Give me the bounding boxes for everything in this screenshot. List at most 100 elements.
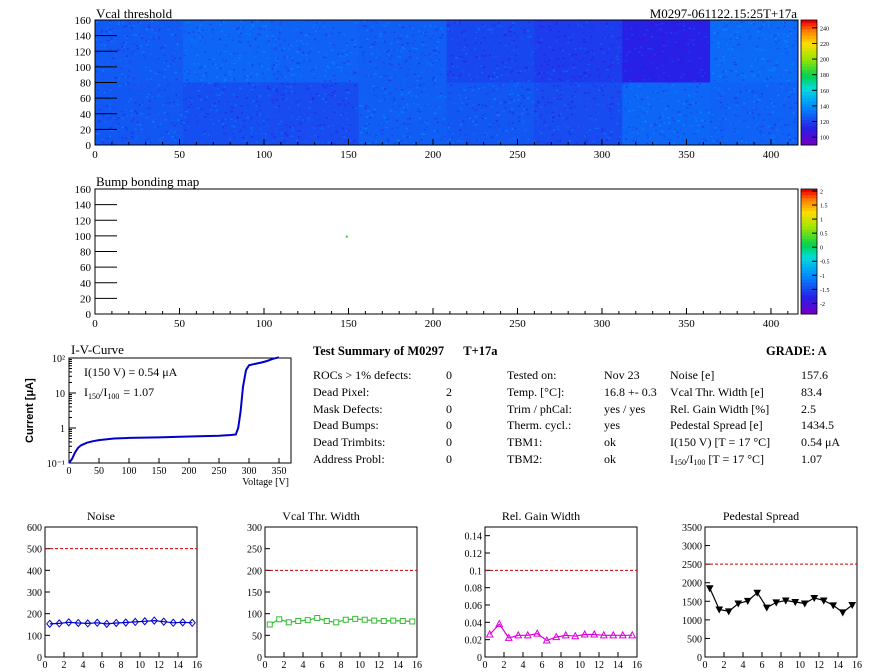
pixel-speckle: [576, 90, 579, 93]
pixel-speckle: [648, 137, 651, 139]
pixel-speckle: [317, 48, 320, 50]
pixel-speckle: [722, 105, 725, 107]
pixel-speckle: [503, 51, 506, 54]
pixel-speckle: [740, 73, 743, 76]
colorbar-segment: [801, 279, 817, 284]
pixel-speckle: [679, 135, 682, 138]
pixel-speckle: [731, 48, 734, 50]
pixel-speckle: [227, 33, 230, 36]
pixel-speckle: [448, 68, 451, 71]
pixel-speckle: [404, 83, 407, 86]
pixel-speckle: [242, 125, 245, 128]
pixel-speckle: [740, 123, 743, 125]
pixel-speckle: [558, 78, 561, 81]
pixel-speckle: [593, 67, 596, 70]
pixel-speckle: [212, 63, 215, 65]
pixel-speckle: [490, 99, 493, 101]
pixel-speckle: [588, 74, 591, 76]
pixel-speckle: [788, 49, 791, 51]
pixel-speckle: [735, 63, 738, 66]
pixel-speckle: [266, 131, 269, 134]
roc-chart-title: Pedestal Spread: [723, 509, 799, 523]
pixel-speckle: [592, 97, 595, 99]
pixel-speckle: [448, 24, 451, 27]
pixel-speckle: [272, 136, 275, 138]
pixel-speckle: [737, 90, 740, 93]
module-id: M0297-061122.15:25T+17a: [650, 6, 798, 21]
pixel-speckle: [131, 135, 134, 138]
pixel-speckle: [697, 124, 700, 127]
pixel-speckle: [731, 122, 734, 125]
pixel-speckle: [217, 52, 220, 55]
pixel-speckle: [300, 32, 303, 34]
pixel-speckle: [781, 22, 784, 25]
pixel-speckle: [436, 62, 439, 65]
pixel-speckle: [396, 134, 399, 137]
pixel-speckle: [656, 29, 659, 32]
pixel-speckle: [388, 108, 391, 111]
pixel-speckle: [201, 29, 204, 31]
pixel-speckle: [247, 91, 250, 93]
pixel-speckle: [233, 136, 236, 139]
pixel-speckle: [198, 30, 201, 32]
pixel-speckle: [466, 123, 469, 126]
pixel-speckle: [171, 119, 174, 122]
summary-value: 83.4: [801, 384, 822, 399]
pixel-speckle: [649, 64, 652, 67]
pixel-speckle: [701, 75, 704, 78]
pixel-speckle: [140, 112, 143, 115]
pixel-speckle: [401, 91, 404, 93]
pixel-speckle: [425, 94, 428, 97]
pixel-speckle: [616, 91, 619, 93]
pixel-speckle: [463, 89, 466, 91]
pixel-speckle: [754, 127, 757, 129]
pixel-speckle: [741, 106, 744, 108]
pixel-speckle: [349, 124, 352, 126]
pixel-speckle: [683, 114, 686, 117]
pixel-speckle: [736, 23, 739, 25]
pixel-speckle: [650, 62, 653, 65]
pixel-speckle: [431, 72, 434, 75]
pixel-speckle: [308, 33, 311, 36]
colorbar-segment: [801, 304, 817, 309]
pixel-speckle: [720, 95, 723, 97]
pixel-speckle: [722, 119, 725, 122]
pixel-speckle: [220, 30, 223, 33]
pixel-speckle: [755, 118, 758, 121]
pixel-speckle: [362, 60, 365, 63]
pixel-speckle: [602, 138, 605, 141]
pixel-speckle: [484, 40, 487, 43]
pixel-speckle: [230, 68, 233, 71]
pixel-speckle: [565, 39, 568, 42]
colorbar-segment: [801, 285, 817, 290]
pixel-speckle: [319, 48, 322, 51]
pixel-speckle: [638, 141, 641, 144]
pixel-speckle: [470, 117, 473, 120]
pixel-speckle: [471, 48, 474, 50]
pixel-speckle: [625, 100, 628, 102]
pixel-speckle: [262, 140, 265, 142]
pixel-speckle: [609, 66, 612, 68]
pixel-speckle: [572, 63, 575, 66]
pixel-speckle: [117, 50, 120, 52]
pixel-speckle: [202, 84, 205, 86]
pixel-speckle: [559, 89, 562, 91]
pixel-speckle: [712, 69, 715, 72]
data-point: [295, 618, 302, 625]
pixel-speckle: [680, 76, 683, 78]
pixel-speckle: [510, 107, 513, 110]
colorbar-segment: [801, 207, 817, 212]
pixel-speckle: [496, 111, 499, 114]
pixel-speckle: [678, 43, 681, 46]
pixel-speckle: [756, 98, 759, 101]
pixel-speckle: [561, 62, 564, 65]
pixel-speckle: [710, 55, 713, 57]
pixel-speckle: [735, 37, 738, 39]
pixel-speckle: [599, 47, 602, 50]
pixel-speckle: [325, 56, 328, 59]
pixel-speckle: [147, 113, 150, 116]
pixel-speckle: [361, 127, 364, 129]
pixel-speckle: [450, 38, 453, 40]
pixel-speckle: [594, 97, 597, 100]
pixel-speckle: [536, 118, 539, 121]
